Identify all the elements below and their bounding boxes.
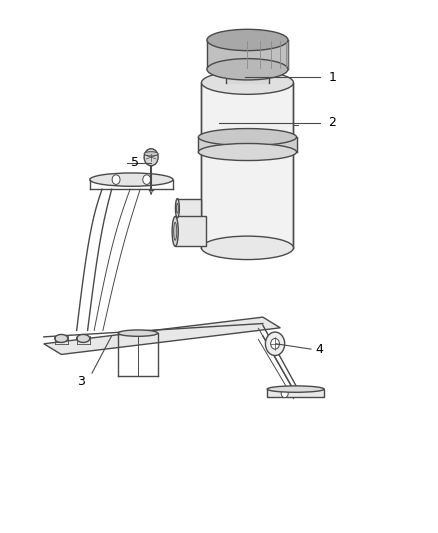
Bar bbox=[267, 389, 324, 397]
Ellipse shape bbox=[177, 204, 178, 213]
Ellipse shape bbox=[173, 222, 177, 240]
Text: 4: 4 bbox=[315, 343, 323, 356]
Circle shape bbox=[143, 175, 151, 184]
Ellipse shape bbox=[90, 173, 173, 187]
Ellipse shape bbox=[267, 386, 324, 392]
Ellipse shape bbox=[201, 71, 293, 94]
Ellipse shape bbox=[175, 199, 180, 218]
Polygon shape bbox=[44, 317, 280, 354]
Ellipse shape bbox=[77, 335, 90, 343]
Ellipse shape bbox=[198, 143, 297, 160]
Ellipse shape bbox=[172, 216, 178, 246]
Ellipse shape bbox=[207, 29, 288, 51]
Bar bbox=[175, 216, 206, 246]
Circle shape bbox=[281, 389, 288, 398]
Ellipse shape bbox=[226, 61, 269, 78]
Circle shape bbox=[271, 338, 279, 349]
Text: 5: 5 bbox=[131, 156, 139, 169]
Text: 1: 1 bbox=[328, 71, 336, 84]
Ellipse shape bbox=[198, 128, 297, 146]
Circle shape bbox=[265, 332, 285, 356]
Circle shape bbox=[112, 175, 120, 184]
Circle shape bbox=[144, 149, 158, 166]
Ellipse shape bbox=[55, 335, 68, 343]
Bar bbox=[177, 199, 201, 218]
Text: 2: 2 bbox=[328, 116, 336, 129]
Text: 3: 3 bbox=[77, 375, 85, 387]
Ellipse shape bbox=[118, 330, 158, 336]
Ellipse shape bbox=[207, 59, 288, 80]
Ellipse shape bbox=[144, 152, 158, 156]
Bar bbox=[201, 83, 293, 248]
Ellipse shape bbox=[201, 236, 293, 260]
